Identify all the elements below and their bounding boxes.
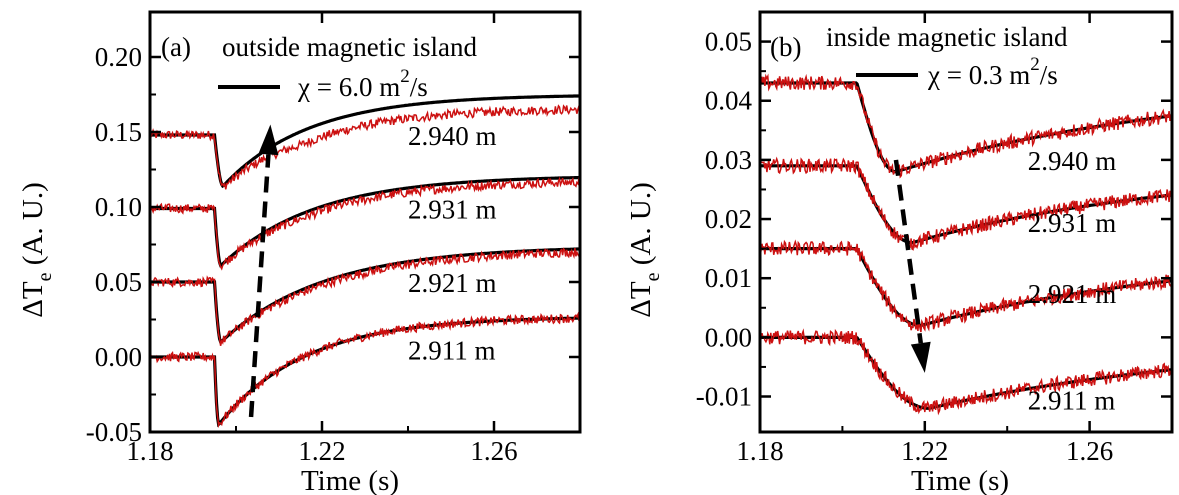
panel-a-ylabel: ΔTe (A. U.) xyxy=(17,182,56,317)
panel-a-ytick-label: 0.00 xyxy=(95,342,142,372)
panel-b-series-label: 2.931 m xyxy=(1028,208,1117,238)
panel-a-measured-curve xyxy=(149,104,581,190)
panel-a-xtick-label: 1.22 xyxy=(298,436,345,466)
panel-b-measured-curve xyxy=(759,328,1173,416)
panel-b-trend-arrow-head xyxy=(910,341,931,373)
panel-b-measured-curve xyxy=(759,73,1173,179)
panel-a-xlabel: Time (s) xyxy=(301,465,399,495)
panel-a-ytick-label: 0.20 xyxy=(95,42,142,72)
panel-b-legend-value: 0.3 xyxy=(969,60,1003,90)
panel-a-frame xyxy=(148,10,582,434)
panel-a-xtick-label: 1.26 xyxy=(470,436,517,466)
panel-a-legend-value: 6.0 xyxy=(339,72,373,102)
panel-b-ytick-label: 0.04 xyxy=(705,86,753,116)
panel-a-ytick-label: 0.10 xyxy=(95,192,142,222)
panel-a-series-label: 2.940 m xyxy=(408,121,497,151)
panel-a-measured-curve xyxy=(149,176,581,271)
panel-a-ytick-label: 0.15 xyxy=(95,117,142,147)
panel-a-model-curve xyxy=(150,247,580,344)
panel-b-legend: χ = 0.3 m2/s xyxy=(927,54,1058,90)
panel-b-ytick-label: 0.01 xyxy=(705,263,752,293)
panel-b-ytick-label: 0.00 xyxy=(705,322,752,352)
panel-a-series-label: 2.931 m xyxy=(408,195,497,225)
panel-a-measured-curve xyxy=(149,247,581,346)
panel-b-measured-curve xyxy=(759,156,1173,251)
panel-a-label: (a) xyxy=(161,32,191,62)
panel-a: 2.940 m 2.931 m 2.921 m 2.911 m -0.05 0.00 0.… xyxy=(17,10,582,495)
panel-a-measured-curve xyxy=(149,311,581,429)
panel-a-series-label: 2.921 m xyxy=(408,268,497,298)
panel-b: 2.940 m 2.931 m 2.921 m 2.911 m -0.01 0.00 0.… xyxy=(625,10,1174,495)
panel-b-ylabel: ΔTe (A. U.) xyxy=(625,182,664,317)
panel-b-xtick-label: 1.22 xyxy=(901,436,948,466)
panel-a-series-label: 2.911 m xyxy=(408,336,496,366)
panel-b-ytick-label: 0.03 xyxy=(705,145,752,175)
panel-a-xtick-label: 1.18 xyxy=(126,436,173,466)
panel-a-legend: χ = 6.0 m2/s xyxy=(297,66,428,102)
panel-a-trend-arrow xyxy=(248,154,271,418)
panel-b-title: inside magnetic island xyxy=(826,22,1068,52)
panel-b-series-label: 2.940 m xyxy=(1028,146,1117,176)
panel-b-trend-arrow xyxy=(893,159,924,344)
panel-b-xtick-label: 1.18 xyxy=(736,436,783,466)
panel-a-model-curve xyxy=(150,175,580,268)
panel-a-ytick-label: -0.05 xyxy=(86,417,142,447)
panel-b-frame xyxy=(758,10,1174,434)
panel-b-series-label: 2.911 m xyxy=(1028,385,1116,415)
panel-b-xtick-label: 1.26 xyxy=(1066,436,1113,466)
panel-a-ytick-label: 0.05 xyxy=(95,267,142,297)
panel-a-model-curve xyxy=(150,316,580,428)
panel-b-label: (b) xyxy=(770,32,801,62)
panel-a-title: outside magnetic island xyxy=(222,32,477,62)
panel-b-measured-curve xyxy=(759,239,1173,333)
panel-b-ytick-label: 0.05 xyxy=(705,27,752,57)
panel-b-ytick-label: -0.01 xyxy=(696,382,752,412)
panel-a-trend-arrow-head xyxy=(258,124,279,156)
panel-b-xlabel: Time (s) xyxy=(911,465,1009,495)
panel-b-ytick-label: 0.02 xyxy=(705,204,752,234)
panel-b-series-label: 2.921 m xyxy=(1028,279,1117,309)
